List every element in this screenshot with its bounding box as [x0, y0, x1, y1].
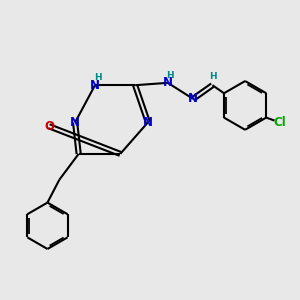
- Text: O: O: [44, 120, 54, 133]
- Text: N: N: [188, 92, 198, 105]
- Text: H: H: [94, 73, 102, 82]
- Text: Cl: Cl: [273, 116, 286, 130]
- Text: N: N: [70, 116, 80, 129]
- Text: N: N: [163, 76, 173, 89]
- Text: H: H: [209, 72, 217, 81]
- Text: N: N: [143, 116, 153, 129]
- Text: H: H: [167, 70, 174, 80]
- Text: N: N: [90, 79, 100, 92]
